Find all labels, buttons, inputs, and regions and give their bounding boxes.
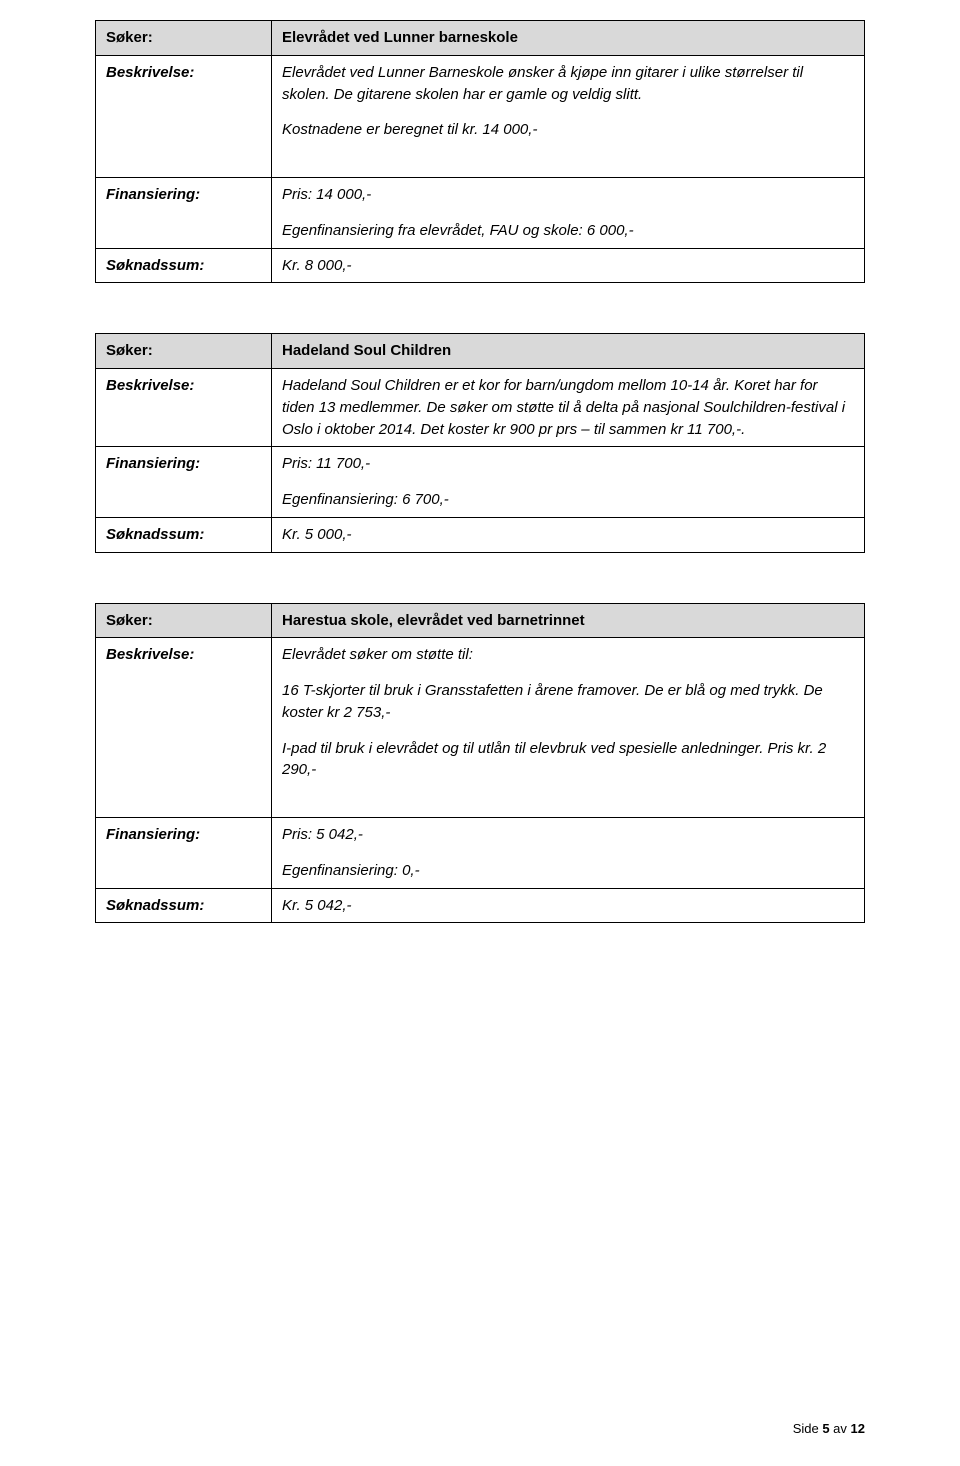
value-beskrivelse: Elevrådet ved Lunner Barneskole ønsker å… [272, 55, 865, 177]
page-footer: Side 5 av 12 [793, 1421, 865, 1436]
footer-current-page: 5 [822, 1421, 829, 1436]
application-block-2: Søker: Hadeland Soul Children Beskrivels… [95, 333, 865, 552]
desc-paragraph: Hadeland Soul Children er et kor for bar… [282, 375, 854, 440]
desc-paragraph: Elevrådet ved Lunner Barneskole ønsker å… [282, 62, 854, 106]
label-beskrivelse: Beskrivelse: [96, 369, 272, 447]
label-soknadssum: Søknadssum: [96, 517, 272, 552]
label-soknadssum: Søknadssum: [96, 888, 272, 923]
desc-paragraph: Elevrådet søker om støtte til: [282, 644, 854, 666]
value-finansiering: Pris: 5 042,- Egenfinansiering: 0,- [272, 818, 865, 889]
fin-paragraph: Egenfinansiering: 6 700,- [282, 489, 854, 511]
footer-mid: av [830, 1421, 851, 1436]
label-beskrivelse: Beskrivelse: [96, 55, 272, 177]
label-finansiering: Finansiering: [96, 447, 272, 518]
label-soker: Søker: [96, 334, 272, 369]
fin-paragraph: Pris: 11 700,- [282, 453, 854, 475]
desc-paragraph: I-pad til bruk i elevrådet og til utlån … [282, 738, 854, 782]
label-finansiering: Finansiering: [96, 818, 272, 889]
value-finansiering: Pris: 14 000,- Egenfinansiering fra elev… [272, 178, 865, 249]
label-beskrivelse: Beskrivelse: [96, 638, 272, 818]
value-soker: Elevrådet ved Lunner barneskole [272, 21, 865, 56]
page: Søker: Elevrådet ved Lunner barneskole B… [0, 0, 960, 1466]
value-soker: Hadeland Soul Children [272, 334, 865, 369]
application-block-3: Søker: Harestua skole, elevrådet ved bar… [95, 603, 865, 924]
application-block-1: Søker: Elevrådet ved Lunner barneskole B… [95, 20, 865, 283]
value-soknadssum: Kr. 5 042,- [272, 888, 865, 923]
desc-paragraph: 16 T-skjorter til bruk i Gransstafetten … [282, 680, 854, 724]
value-soknadssum: Kr. 8 000,- [272, 248, 865, 283]
value-beskrivelse: Hadeland Soul Children er et kor for bar… [272, 369, 865, 447]
fin-paragraph: Pris: 5 042,- [282, 824, 854, 846]
desc-paragraph: Kostnadene er beregnet til kr. 14 000,- [282, 119, 854, 141]
label-soknadssum: Søknadssum: [96, 248, 272, 283]
fin-paragraph: Egenfinansiering: 0,- [282, 860, 854, 882]
fin-paragraph: Egenfinansiering fra elevrådet, FAU og s… [282, 220, 854, 242]
value-finansiering: Pris: 11 700,- Egenfinansiering: 6 700,- [272, 447, 865, 518]
label-finansiering: Finansiering: [96, 178, 272, 249]
label-soker: Søker: [96, 21, 272, 56]
value-soknadssum: Kr. 5 000,- [272, 517, 865, 552]
fin-paragraph: Pris: 14 000,- [282, 184, 854, 206]
value-beskrivelse: Elevrådet søker om støtte til: 16 T-skjo… [272, 638, 865, 818]
footer-total-pages: 12 [851, 1421, 865, 1436]
value-soker: Harestua skole, elevrådet ved barnetrinn… [272, 603, 865, 638]
footer-prefix: Side [793, 1421, 823, 1436]
label-soker: Søker: [96, 603, 272, 638]
